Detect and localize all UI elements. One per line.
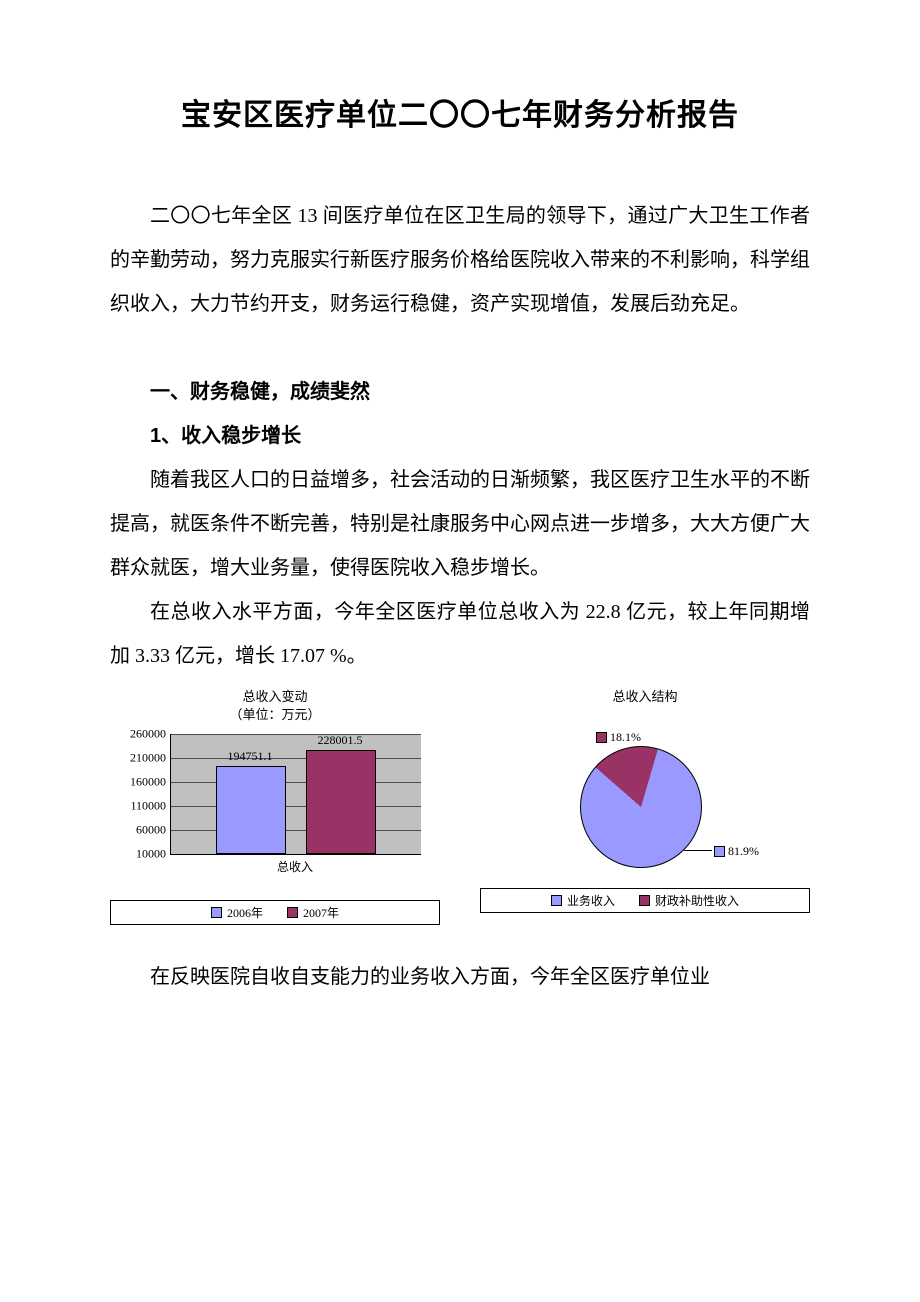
pie-slice-swatch xyxy=(596,732,607,743)
bar-chart-title-line2: （单位：万元） xyxy=(229,707,320,722)
legend-label: 业务收入 xyxy=(567,892,615,909)
pie-chart-plot-area: 18.1% 81.9% xyxy=(480,716,810,886)
legend-label: 2007年 xyxy=(303,904,339,921)
bar-chart-ytick: 210000 xyxy=(130,751,166,766)
pie-chart-legend-item: 业务收入 xyxy=(551,892,615,909)
bar-chart-ytick: 260000 xyxy=(130,727,166,742)
bar-chart-gridline xyxy=(171,734,421,735)
section-1-sub-1: 1、收入稳步增长 xyxy=(110,414,810,458)
bar-chart-title-line1: 总收入变动 xyxy=(242,689,307,704)
bar-chart-gridline xyxy=(171,758,421,759)
pie-chart-legend-item: 财政补助性收入 xyxy=(639,892,739,909)
document-title: 宝安区医疗单位二〇〇七年财务分析报告 xyxy=(110,90,810,134)
legend-swatch xyxy=(211,907,222,918)
bar-chart-bar xyxy=(216,766,286,855)
bar-chart-ytick: 110000 xyxy=(130,799,166,814)
bar-chart-gridline xyxy=(171,830,421,831)
bar-chart-plot xyxy=(170,734,421,855)
bar-chart: 总收入变动 （单位：万元） 10000 60000 110000 160000 2100… xyxy=(110,688,440,925)
bar-chart-xlabel: 总收入 xyxy=(170,858,420,875)
legend-label: 财政补助性收入 xyxy=(655,892,739,909)
bar-chart-ytick: 10000 xyxy=(136,847,166,862)
pie-chart-legend: 业务收入 财政补助性收入 xyxy=(480,888,810,913)
bar-chart-gridline xyxy=(171,782,421,783)
legend-swatch xyxy=(639,895,650,906)
legend-label: 2006年 xyxy=(227,904,263,921)
charts-row: 总收入变动 （单位：万元） 10000 60000 110000 160000 2100… xyxy=(110,688,810,925)
paragraph-intro: 二〇〇七年全区 13 间医疗单位在区卫生局的领导下，通过广大卫生工作者的辛勤劳动… xyxy=(110,194,810,326)
pie-slice-label-big: 81.9% xyxy=(728,844,759,859)
pie-leader-line xyxy=(684,850,712,851)
bar-chart-ytick: 60000 xyxy=(136,823,166,838)
pie-slice-swatch xyxy=(714,846,725,857)
document-page: 宝安区医疗单位二〇〇七年财务分析报告 二〇〇七年全区 13 间医疗单位在区卫生局… xyxy=(0,0,920,1302)
pie-slice-label-small: 18.1% xyxy=(610,730,641,745)
bar-chart-legend-item: 2007年 xyxy=(287,904,339,921)
bar-chart-bar xyxy=(306,750,376,855)
legend-swatch xyxy=(551,895,562,906)
pie-chart-title: 总收入结构 xyxy=(480,688,810,706)
paragraph-2: 随着我区人口的日益增多，社会活动的日渐频繁，我区医疗卫生水平的不断提高，就医条件… xyxy=(110,458,810,590)
pie-chart: 总收入结构 18.1% 81.9% 业务收入 财政补助性收入 xyxy=(480,688,810,925)
paragraph-4: 在反映医院自收自支能力的业务收入方面，今年全区医疗单位业 xyxy=(110,955,810,999)
bar-chart-ytick: 160000 xyxy=(130,775,166,790)
bar-chart-legend: 2006年 2007年 xyxy=(110,900,440,925)
bar-chart-gridline xyxy=(171,806,421,807)
bar-chart-value-label: 228001.5 xyxy=(318,733,363,748)
bar-chart-legend-item: 2006年 xyxy=(211,904,263,921)
paragraph-3: 在总收入水平方面，今年全区医疗单位总收入为 22.8 亿元，较上年同期增加 3.… xyxy=(110,590,810,678)
spacer xyxy=(110,326,810,370)
bar-chart-title: 总收入变动 （单位：万元） xyxy=(110,688,440,724)
section-1-heading: 一、财务稳健，成绩斐然 xyxy=(110,370,810,414)
bar-chart-value-label: 194751.1 xyxy=(228,749,273,764)
legend-swatch xyxy=(287,907,298,918)
bar-chart-plot-area: 10000 60000 110000 160000 210000 260000 194751… xyxy=(110,728,440,898)
